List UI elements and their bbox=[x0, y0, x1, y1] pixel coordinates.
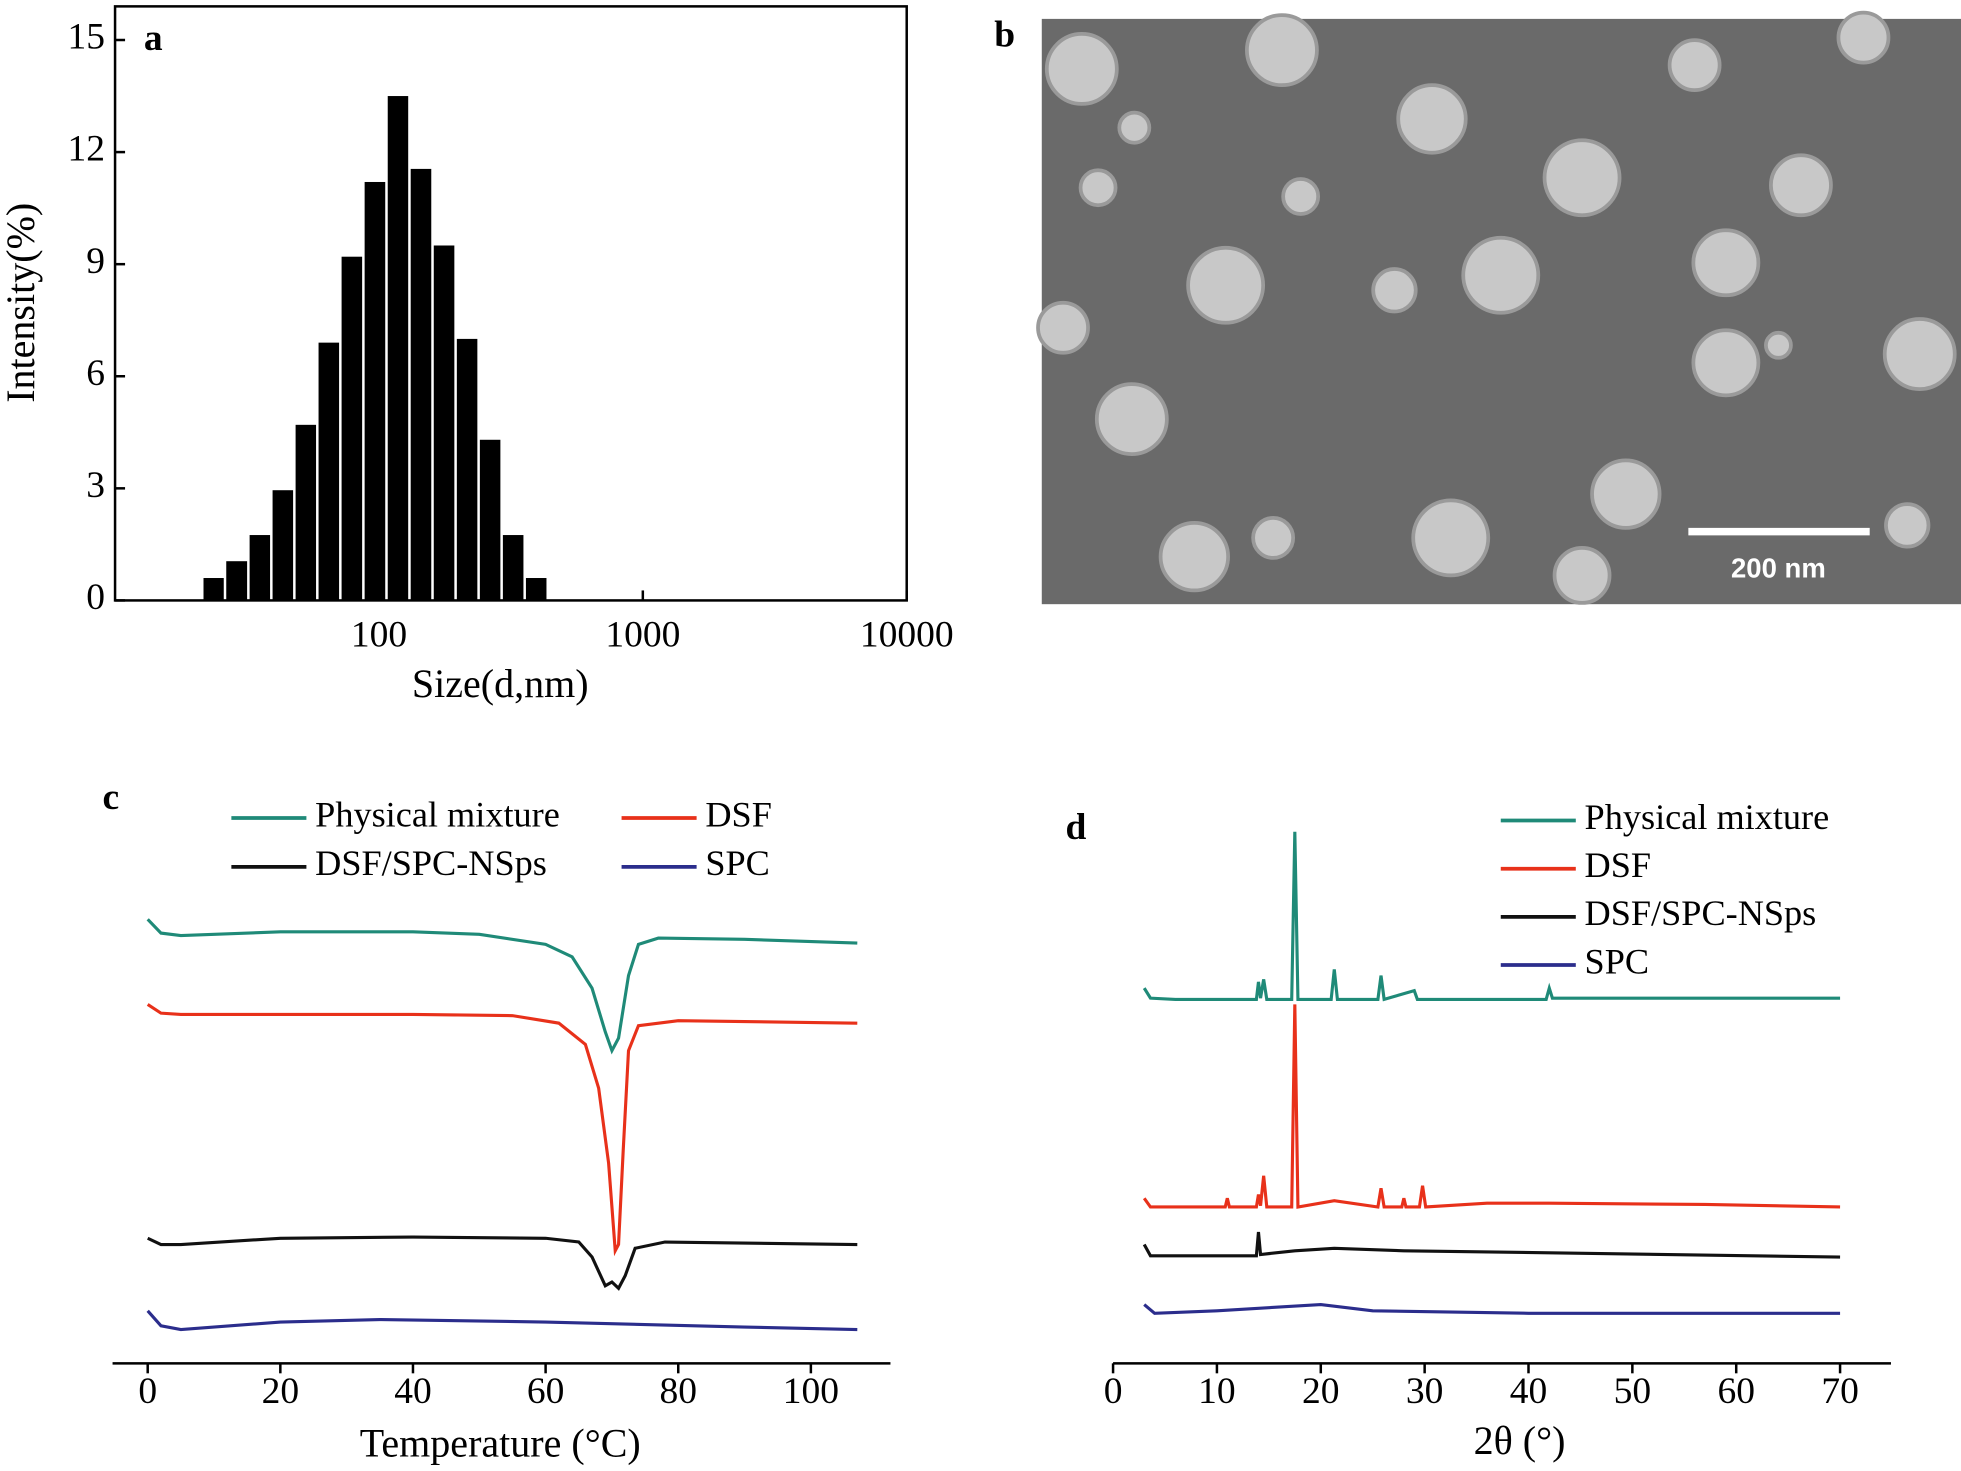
bar bbox=[387, 96, 409, 601]
panel: d 2θ (°) 0 10 20 30 40 50 60 70 Physical mixture DS… bbox=[1066, 797, 1891, 1463]
x-tick-label: 60 bbox=[1717, 1371, 1755, 1412]
line-series bbox=[1143, 1302, 1841, 1315]
bar bbox=[433, 245, 455, 601]
legend-label: DSF bbox=[1585, 845, 1652, 885]
x-tick-label: 10 bbox=[1198, 1371, 1235, 1412]
line-series bbox=[146, 1003, 858, 1257]
x-tick-label: 10000 bbox=[860, 615, 954, 656]
bar bbox=[272, 490, 294, 601]
bar bbox=[410, 168, 432, 601]
x-tick-label: 60 bbox=[527, 1371, 565, 1412]
x-tick-label: 100 bbox=[351, 615, 407, 656]
legend-label: Physical mixture bbox=[1585, 797, 1830, 837]
y-tick-label: 6 bbox=[86, 353, 105, 394]
line-series bbox=[146, 918, 858, 1055]
x-tick-label: 100 bbox=[783, 1371, 839, 1412]
panel-label: a bbox=[144, 18, 163, 59]
bar bbox=[295, 424, 317, 601]
bar bbox=[226, 561, 248, 601]
line-series bbox=[1142, 831, 1841, 1002]
legend-label: DSF bbox=[705, 794, 772, 834]
bar bbox=[456, 338, 478, 601]
line-series bbox=[146, 1309, 858, 1332]
panel-label: c bbox=[103, 777, 120, 818]
y-tick-label: 0 bbox=[86, 577, 105, 618]
bar bbox=[249, 535, 271, 601]
x-tick-label: 30 bbox=[1406, 1371, 1444, 1412]
x-tick-label: 80 bbox=[659, 1371, 697, 1412]
line-series bbox=[147, 1235, 858, 1291]
bar bbox=[525, 578, 547, 601]
tem-image: 200 nm bbox=[1036, 10, 1961, 605]
x-tick-label: 70 bbox=[1821, 1371, 1859, 1412]
bar bbox=[341, 256, 363, 601]
x-tick-label: 40 bbox=[394, 1371, 432, 1412]
y-tick-label: 9 bbox=[86, 241, 105, 282]
line-series bbox=[1142, 1231, 1841, 1259]
x-tick-label: 40 bbox=[1510, 1371, 1548, 1412]
bar bbox=[479, 439, 501, 601]
panel: c Temperature (°C) 0 20 40 60 80 100 Physical mi… bbox=[103, 777, 891, 1465]
x-axis-label: 2θ (°) bbox=[1474, 1418, 1566, 1463]
legend-label: SPC bbox=[705, 843, 770, 883]
y-tick-label: 12 bbox=[68, 129, 106, 170]
particles bbox=[1036, 10, 1957, 605]
x-axis-label: Temperature (°C) bbox=[360, 1420, 641, 1465]
bar bbox=[318, 342, 340, 601]
legend-label: DSF/SPC-NSps bbox=[1585, 893, 1817, 933]
legend-label: SPC bbox=[1585, 941, 1650, 981]
x-tick-label: 0 bbox=[1104, 1371, 1123, 1412]
legend-label: DSF/SPC-NSps bbox=[315, 843, 547, 883]
y-tick-label: 3 bbox=[86, 465, 105, 506]
scale-bar-label: 200 nm bbox=[1731, 553, 1826, 584]
line-series bbox=[1142, 1004, 1841, 1209]
bar bbox=[203, 578, 224, 601]
legend-label: Physical mixture bbox=[315, 794, 560, 834]
plot-frame bbox=[113, 5, 908, 602]
bar bbox=[502, 535, 524, 601]
x-axis-label: Size(d,nm) bbox=[412, 661, 589, 706]
panel-label: d bbox=[1066, 807, 1087, 848]
y-tick-label: 15 bbox=[68, 17, 106, 58]
x-tick-label: 1000 bbox=[605, 615, 680, 656]
panel: a Size(d,nm) Intensity(%) 100 1000 10000 0 3 6 9 1… bbox=[0, 5, 954, 706]
x-tick-label: 0 bbox=[138, 1371, 157, 1412]
panel-label: b bbox=[994, 14, 1015, 55]
x-tick-label: 20 bbox=[1302, 1371, 1340, 1412]
bar bbox=[364, 181, 386, 601]
y-axis-label: Intensity(%) bbox=[0, 203, 43, 403]
x-tick-label: 20 bbox=[262, 1371, 300, 1412]
x-tick-label: 50 bbox=[1614, 1371, 1652, 1412]
